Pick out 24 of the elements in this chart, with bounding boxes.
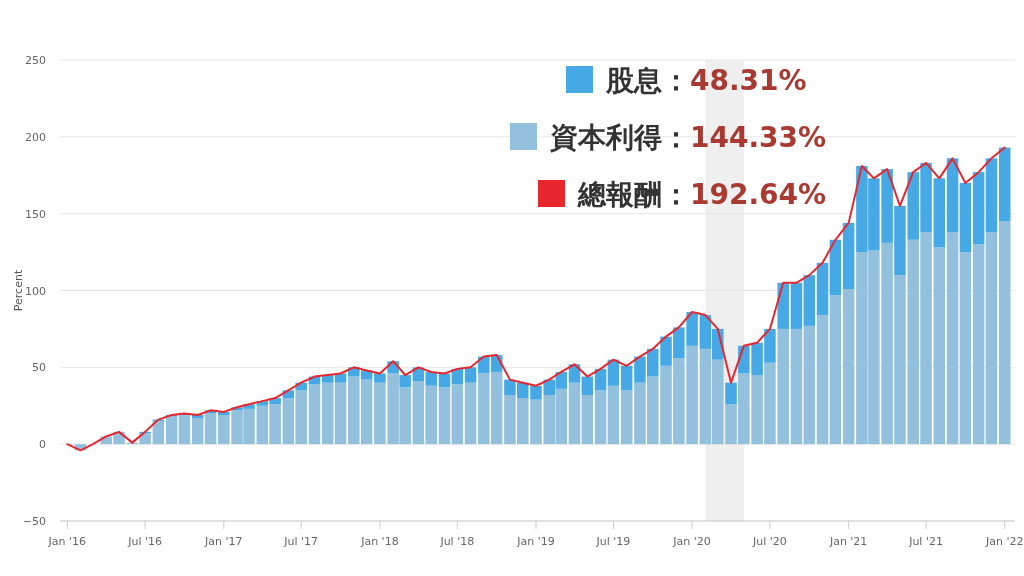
x-tick-label: Jan '16 [47, 535, 87, 548]
x-tick-label: Jul '18 [439, 535, 475, 548]
x-tick-label: Jul '16 [127, 535, 163, 548]
x-tick-label: Jan '19 [516, 535, 555, 548]
y-tick-label: 200 [25, 130, 46, 144]
y-tick-label: 100 [25, 284, 46, 298]
x-tick-label: Jul '17 [283, 535, 319, 548]
x-tick-label: Jan '20 [672, 535, 711, 548]
x-tick-label: Jan '18 [360, 535, 399, 548]
y-tick-label: −50 [22, 515, 46, 528]
x-tick-label: Jul '20 [752, 535, 787, 548]
legend-label: 總報酬：192.64% [577, 178, 827, 211]
y-tick-label: 0 [39, 438, 46, 452]
x-tick-label: Jan '21 [828, 535, 868, 548]
y-tick-label: 150 [25, 207, 46, 221]
y-axis-title: Percent [12, 269, 25, 312]
legend-label: 股息：48.31% [605, 64, 807, 97]
legend-label: 資本利得：144.33% [549, 121, 827, 154]
y-tick-label: 50 [32, 361, 46, 375]
x-tick-label: Jul '19 [595, 535, 631, 548]
x-tick-label: Jan '17 [204, 535, 243, 548]
x-tick-label: Jul '21 [908, 535, 943, 548]
x-tick-label: Jan '22 [984, 535, 1024, 548]
y-tick-label: 250 [25, 54, 46, 67]
